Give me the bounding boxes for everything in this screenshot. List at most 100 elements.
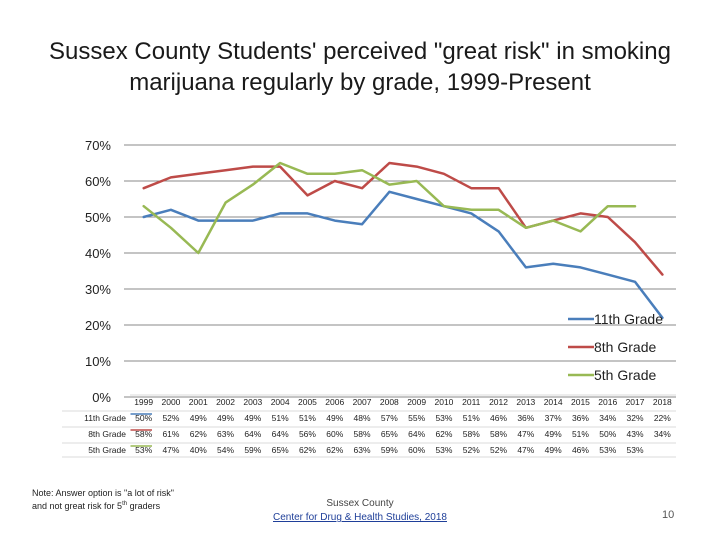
data-label: 47% xyxy=(517,445,534,455)
x-tick-label: 1999 xyxy=(134,397,153,407)
data-label: 53% xyxy=(435,413,452,423)
series-line xyxy=(142,161,637,255)
series-line xyxy=(142,161,664,276)
y-tick-label: 50% xyxy=(85,210,111,225)
data-label: 43% xyxy=(627,429,644,439)
source-credit: Sussex County Center for Drug & Health S… xyxy=(255,498,465,523)
data-label: 32% xyxy=(627,413,644,423)
legend-label: 11th Grade xyxy=(594,311,663,327)
data-label: 56% xyxy=(299,429,316,439)
data-label: 50% xyxy=(599,429,616,439)
x-tick-label: 2008 xyxy=(380,397,399,407)
data-label: 58% xyxy=(354,429,371,439)
footnote-line-1: Note: Answer option is "a lot of risk" xyxy=(32,488,174,498)
x-tick-label: 2003 xyxy=(243,397,262,407)
x-tick-label: 2000 xyxy=(161,397,180,407)
line-chart: 0% 10% 20% 30% 40% 50% 60% 70% 11th Grade 8th Gra… xyxy=(62,138,676,458)
x-tick-label: 2001 xyxy=(189,397,208,407)
x-tick-label: 2018 xyxy=(653,397,672,407)
data-label: 58% xyxy=(463,429,480,439)
data-label: 62% xyxy=(190,429,207,439)
data-label: 47% xyxy=(162,445,179,455)
y-tick-label: 0% xyxy=(92,390,111,405)
data-label: 62% xyxy=(435,429,452,439)
x-tick-label: 2005 xyxy=(298,397,317,407)
x-tick-label: 2011 xyxy=(462,397,481,407)
data-label: 59% xyxy=(244,445,261,455)
data-label: 51% xyxy=(463,413,480,423)
data-label: 52% xyxy=(162,413,179,423)
footnote-superscript: th xyxy=(122,501,128,507)
data-label: 55% xyxy=(408,413,425,423)
data-label: 62% xyxy=(299,445,316,455)
data-label: 49% xyxy=(326,413,343,423)
data-label: 53% xyxy=(599,445,616,455)
source-org: Sussex County xyxy=(326,498,394,509)
y-tick-label: 60% xyxy=(85,174,111,189)
data-label: 46% xyxy=(572,445,589,455)
data-label: 65% xyxy=(381,429,398,439)
data-label: 60% xyxy=(408,445,425,455)
data-label: 53% xyxy=(627,445,644,455)
footnote-line-2-prefix: and not great risk for 5 xyxy=(32,501,123,511)
data-label: 49% xyxy=(244,413,261,423)
data-label: 34% xyxy=(654,429,671,439)
y-tick-label: 30% xyxy=(85,282,111,297)
data-label: 65% xyxy=(272,445,289,455)
table-row-label: 8th Grade xyxy=(88,429,126,439)
data-label: 62% xyxy=(326,445,343,455)
x-tick-label: 2007 xyxy=(353,397,372,407)
footnote: Note: Answer option is "a lot of risk" a… xyxy=(32,488,174,512)
y-tick-label: 40% xyxy=(85,246,111,261)
x-tick-label: 2017 xyxy=(626,397,645,407)
y-tick-label: 20% xyxy=(85,318,111,333)
x-tick-label: 2016 xyxy=(598,397,617,407)
data-label: 64% xyxy=(408,429,425,439)
table-row-label: 5th Grade xyxy=(88,445,126,455)
data-label: 49% xyxy=(190,413,207,423)
x-tick-label: 2009 xyxy=(407,397,426,407)
footnote-line-2-suffix: graders xyxy=(127,501,161,511)
x-tick-label: 2013 xyxy=(516,397,535,407)
data-label: 54% xyxy=(217,445,234,455)
legend-label: 5th Grade xyxy=(594,367,656,383)
data-label: 52% xyxy=(463,445,480,455)
data-label: 52% xyxy=(490,445,507,455)
footnote-line-2: and not great risk for 5th graders xyxy=(32,499,174,512)
data-label: 61% xyxy=(162,429,179,439)
x-tick-label: 2015 xyxy=(571,397,590,407)
page-number: 10 xyxy=(662,509,675,521)
data-label: 59% xyxy=(381,445,398,455)
data-label: 58% xyxy=(490,429,507,439)
data-label: 37% xyxy=(545,413,562,423)
series-line xyxy=(142,190,664,320)
data-label: 49% xyxy=(545,429,562,439)
data-label: 64% xyxy=(272,429,289,439)
data-label: 49% xyxy=(545,445,562,455)
data-label: 57% xyxy=(381,413,398,423)
data-label: 63% xyxy=(217,429,234,439)
table-row-label: 11th Grade xyxy=(84,413,126,423)
data-label: 36% xyxy=(572,413,589,423)
data-label: 64% xyxy=(244,429,261,439)
x-tick-label: 2006 xyxy=(325,397,344,407)
data-label: 22% xyxy=(654,413,671,423)
data-label: 36% xyxy=(517,413,534,423)
x-tick-label: 2012 xyxy=(489,397,508,407)
x-tick-label: 2010 xyxy=(434,397,453,407)
chart-title-line-2: marijuana regularly by grade, 1999-Prese… xyxy=(129,69,591,96)
y-tick-label: 10% xyxy=(85,354,111,369)
y-tick-label: 70% xyxy=(85,138,111,153)
source-link[interactable]: Center for Drug & Health Studies, 2018 xyxy=(273,512,447,523)
data-label: 49% xyxy=(217,413,234,423)
chart-title-line-1: Sussex County Students' perceived "great… xyxy=(49,38,671,65)
data-label: 51% xyxy=(272,413,289,423)
data-label: 47% xyxy=(517,429,534,439)
x-tick-label: 2002 xyxy=(216,397,235,407)
data-label: 63% xyxy=(354,445,371,455)
data-label: 48% xyxy=(354,413,371,423)
x-tick-label: 2004 xyxy=(271,397,290,407)
data-label: 46% xyxy=(490,413,507,423)
data-label: 58% xyxy=(135,429,152,439)
data-label: 34% xyxy=(599,413,616,423)
